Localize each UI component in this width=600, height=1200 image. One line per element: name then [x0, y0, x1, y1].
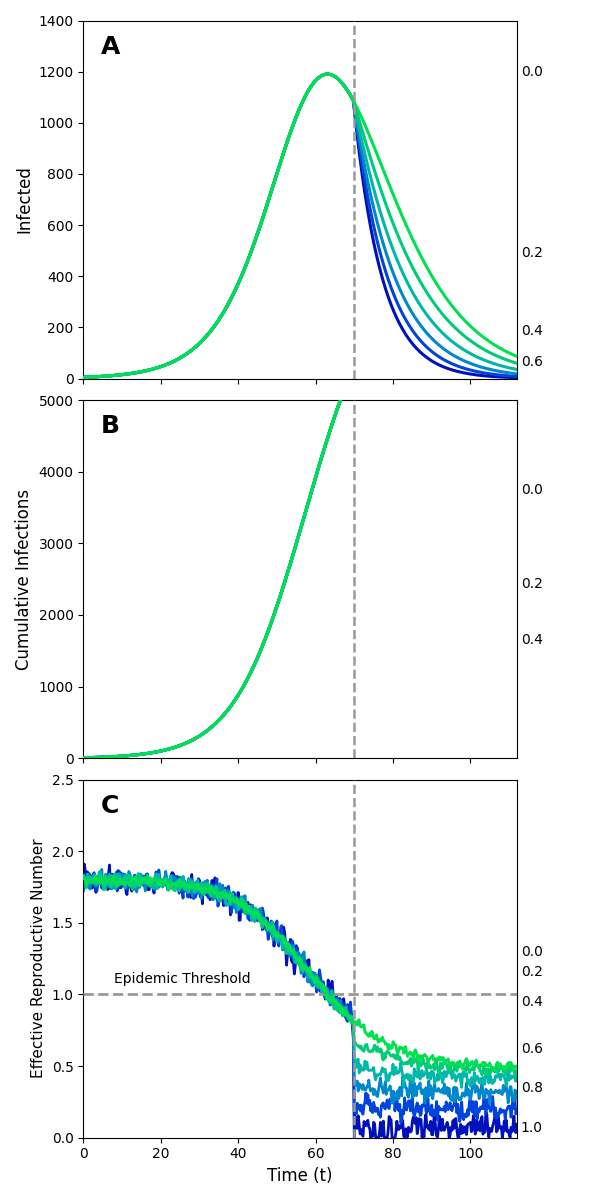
Text: A: A — [101, 35, 120, 59]
Text: 0.2: 0.2 — [521, 577, 542, 592]
Y-axis label: Infected: Infected — [15, 166, 33, 234]
Text: 0.2: 0.2 — [521, 246, 542, 260]
Text: 0.8: 0.8 — [521, 1080, 543, 1094]
Text: 1.0: 1.0 — [521, 1121, 543, 1135]
Text: C: C — [101, 794, 119, 818]
Text: 0.4: 0.4 — [521, 324, 542, 338]
Text: 0.4: 0.4 — [521, 995, 542, 1009]
Text: 0.2: 0.2 — [521, 965, 542, 978]
Y-axis label: Effective Reproductive Number: Effective Reproductive Number — [31, 839, 46, 1079]
Text: 0.0: 0.0 — [521, 482, 542, 497]
Text: 0.6: 0.6 — [521, 355, 543, 368]
Y-axis label: Cumulative Infections: Cumulative Infections — [15, 488, 33, 670]
Text: 0.0: 0.0 — [521, 65, 542, 79]
Text: 0.6: 0.6 — [521, 1042, 543, 1056]
Text: B: B — [101, 414, 120, 438]
Text: 0.0: 0.0 — [521, 944, 542, 959]
Text: Epidemic Threshold: Epidemic Threshold — [115, 972, 251, 986]
Text: 0.4: 0.4 — [521, 632, 542, 647]
X-axis label: Time (t): Time (t) — [268, 1166, 333, 1184]
